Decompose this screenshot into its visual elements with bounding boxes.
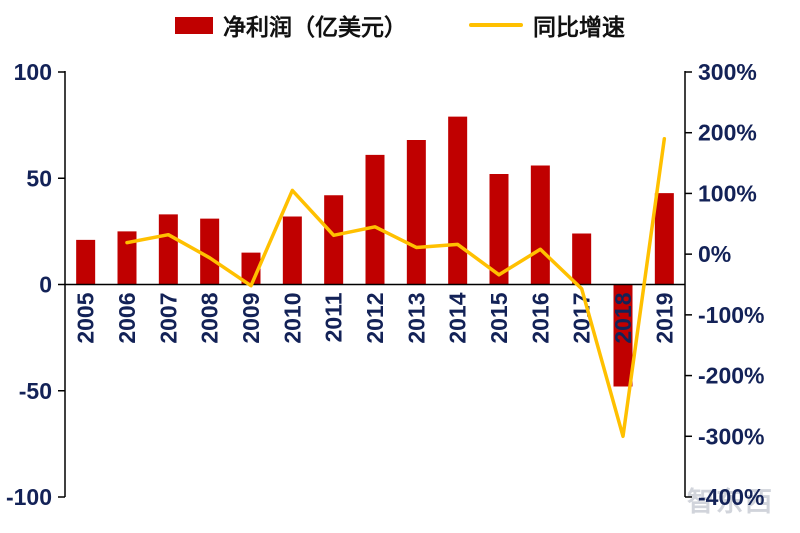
bar-2015 (489, 174, 509, 285)
x-axis-label-2008: 2008 (197, 292, 223, 343)
left-axis-tick-label: -50 (19, 378, 52, 404)
yoy-growth-line (125, 137, 667, 439)
x-axis-label-2016: 2016 (527, 293, 553, 344)
left-axis-tick-label: 50 (26, 165, 52, 191)
bar-2019 (654, 193, 674, 285)
bar-2014 (448, 116, 468, 285)
bar-2005 (76, 239, 96, 285)
right-axis-tick-label: 0% (698, 241, 731, 267)
right-axis-tick-label: 300% (698, 59, 757, 85)
bar-2007 (158, 214, 178, 285)
left-axis-tick-label: -100 (6, 484, 52, 510)
bar-2018 (613, 284, 633, 387)
left-axis-tick-label: 0 (39, 272, 52, 298)
chart-legend: 净利润（亿美元） 同比增速 (0, 8, 800, 42)
watermark: 智东西 (687, 487, 774, 517)
x-axis-label-2012: 2012 (362, 293, 388, 344)
legend-label-yoy-growth: 同比增速 (533, 14, 625, 40)
bar-2012 (365, 154, 385, 285)
x-axis-label-2006: 2006 (114, 293, 140, 344)
bar-2016 (530, 165, 550, 285)
x-axis-label-2007: 2007 (155, 293, 181, 344)
bar-2013 (406, 140, 426, 285)
legend-label-net-profit: 净利润（亿美元） (223, 14, 407, 40)
legend-item-yoy-growth: 同比增速 (469, 8, 625, 42)
bar-2011 (324, 195, 344, 285)
line-series-swatch-icon (469, 23, 523, 27)
right-axis-tick-label: -100% (698, 302, 764, 328)
x-axis-label-2018: 2018 (610, 292, 636, 343)
x-axis-label-2015: 2015 (486, 292, 512, 343)
x-axis-label-2011: 2011 (321, 292, 347, 342)
right-axis-tick-label: -400% (698, 484, 764, 510)
x-axis-label-2014: 2014 (445, 292, 471, 343)
bar-2017 (572, 233, 592, 285)
x-axis-label-2009: 2009 (238, 293, 264, 344)
bar-2010 (282, 216, 302, 285)
bar-series-swatch-icon (175, 16, 213, 34)
left-axis-tick-label: 100 (14, 59, 52, 85)
bar-2006 (117, 231, 137, 285)
right-axis-tick-label: -300% (698, 423, 764, 449)
x-axis-label-2019: 2019 (651, 293, 677, 344)
bar-2008 (200, 218, 220, 285)
right-axis-tick-label: 100% (698, 180, 757, 206)
x-axis-label-2005: 2005 (73, 292, 99, 343)
x-axis-label-2010: 2010 (279, 293, 305, 344)
right-axis-tick-label: -200% (698, 363, 764, 389)
legend-item-net-profit: 净利润（亿美元） (175, 8, 407, 42)
x-axis-label-2013: 2013 (403, 293, 429, 344)
right-axis-tick-label: 200% (698, 120, 757, 146)
